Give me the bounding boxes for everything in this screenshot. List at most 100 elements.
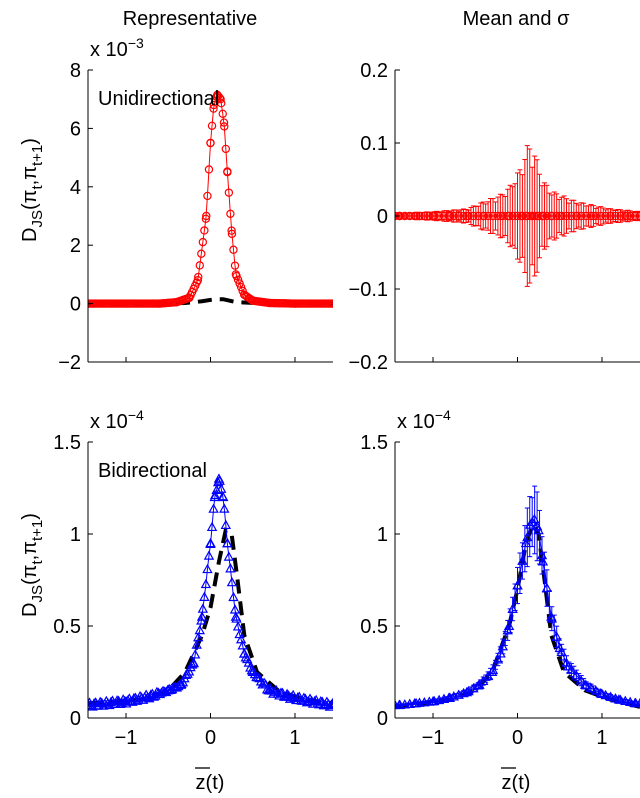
data-point (191, 639, 202, 649)
y-tick-label: 0.2 (360, 60, 388, 82)
data-point (197, 603, 209, 613)
data-point (327, 697, 333, 707)
data-point (220, 519, 232, 530)
data-point (525, 211, 535, 221)
data-point (445, 211, 455, 221)
data-point (503, 620, 515, 630)
data-point (232, 621, 244, 631)
data-point (225, 563, 236, 573)
y-tick-label: 0 (377, 206, 388, 228)
data-point (572, 211, 581, 221)
data-point (209, 100, 219, 110)
data-point (537, 556, 549, 566)
dashed-line (395, 520, 640, 709)
y-tick-label: −0.1 (349, 279, 388, 301)
data-point (235, 279, 244, 288)
data-point (504, 211, 514, 221)
data-point (462, 211, 472, 221)
data-point (203, 550, 215, 560)
y-tick-label: 1.5 (360, 432, 388, 454)
data-point (493, 211, 503, 221)
data-point (589, 211, 598, 221)
x-tick-label: −1 (422, 727, 445, 749)
x-tick-label: 1 (596, 727, 607, 749)
data-point (611, 211, 620, 221)
y-tick-label: −2 (58, 352, 81, 374)
data-point (197, 249, 206, 258)
data-point (193, 631, 204, 642)
x-tick-label: 0 (512, 727, 523, 749)
series-line (395, 518, 640, 706)
data-point (547, 211, 556, 221)
data-point (469, 211, 478, 221)
data-point (577, 211, 586, 221)
data-point (635, 211, 640, 221)
data-point (202, 211, 211, 221)
data-point (601, 211, 610, 221)
data-point (529, 513, 540, 524)
series-1 (88, 473, 333, 711)
plot-area (395, 145, 640, 287)
data-point (498, 211, 507, 221)
data-point (596, 688, 608, 699)
svg-text:z(t): z(t) (196, 772, 225, 794)
data-point (172, 297, 181, 307)
data-point (290, 299, 300, 308)
xlabel-left: z(t) (195, 767, 225, 794)
data-point (230, 261, 240, 270)
data-point (555, 211, 564, 221)
data-point (579, 679, 591, 689)
data-point (420, 211, 429, 221)
data-point (479, 211, 488, 221)
data-point (405, 211, 414, 221)
data-point (533, 524, 544, 535)
data-point (235, 633, 247, 644)
data-point (567, 211, 576, 221)
data-point (231, 270, 241, 279)
data-point (586, 211, 596, 221)
data-point (517, 211, 526, 221)
data-point (281, 690, 292, 700)
data-point (146, 690, 157, 700)
data-point (562, 661, 574, 671)
y-tick-label: 1.5 (53, 432, 81, 454)
data-point (207, 121, 217, 130)
svg-text:z(t): z(t) (502, 772, 531, 794)
data-point (298, 692, 310, 702)
data-point (520, 537, 532, 548)
data-point (227, 226, 236, 235)
data-point (252, 672, 264, 682)
data-point (237, 640, 248, 650)
data-point (226, 209, 235, 219)
data-point (95, 696, 106, 706)
data-point (233, 275, 243, 284)
data-point (189, 649, 201, 659)
data-point (496, 211, 505, 221)
y-tick-label: 0 (70, 294, 81, 316)
data-point (427, 696, 439, 706)
panel-annotation: Bidirectional (98, 460, 207, 482)
data-point (623, 211, 632, 221)
y-tick-label: 0 (377, 708, 388, 730)
series-1 (88, 90, 333, 308)
data-point (223, 167, 232, 177)
data-point (495, 648, 506, 658)
x-tick-label: −1 (115, 727, 138, 749)
data-point (155, 299, 165, 308)
y-tick-label: 4 (70, 177, 81, 199)
ylabel-top: DJS(πt,πt+1) (19, 138, 46, 242)
data-point (163, 684, 174, 695)
y-tick-label: 0 (70, 708, 81, 730)
data-point (224, 188, 234, 197)
data-point (200, 578, 212, 589)
data-point (534, 211, 543, 221)
data-point (474, 679, 485, 689)
data-point (449, 211, 458, 221)
data-point (248, 296, 257, 305)
data-point (217, 491, 229, 502)
data-point (209, 491, 220, 502)
panels: −2 0 2 4 6 8 x 10−3 Unidirectional −0.2 −0.1 0 0.1 0… (53, 35, 640, 749)
data-point (513, 211, 522, 221)
data-point (185, 293, 194, 302)
col-title-representative: Representative (123, 8, 258, 30)
